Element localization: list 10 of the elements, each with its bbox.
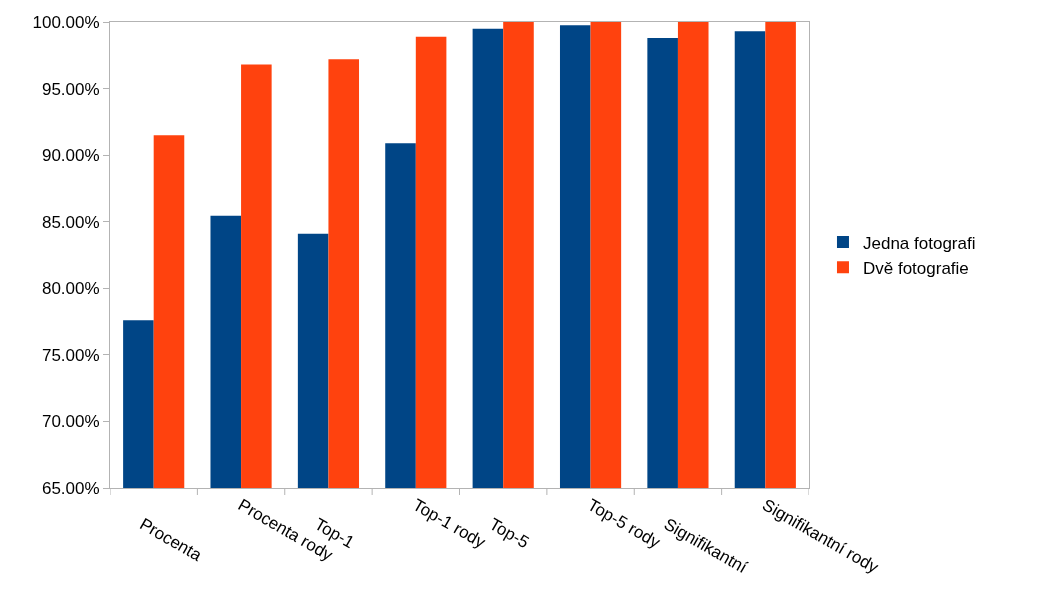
y-tick-label: 100.00% [32,12,100,32]
y-tick-label: 85.00% [41,212,100,232]
y-tick-label: 70.00% [41,412,100,432]
y-tick-label: 95.00% [41,79,100,99]
y-tick-label: 90.00% [41,146,100,166]
legend-label: Dvě fotografie [862,258,969,278]
y-tick-label: 80.00% [41,279,100,299]
y-tick-label: 65.00% [41,478,100,498]
y-tick-label: 75.00% [41,345,100,365]
legend-label: Jedna fotografi [862,233,976,253]
